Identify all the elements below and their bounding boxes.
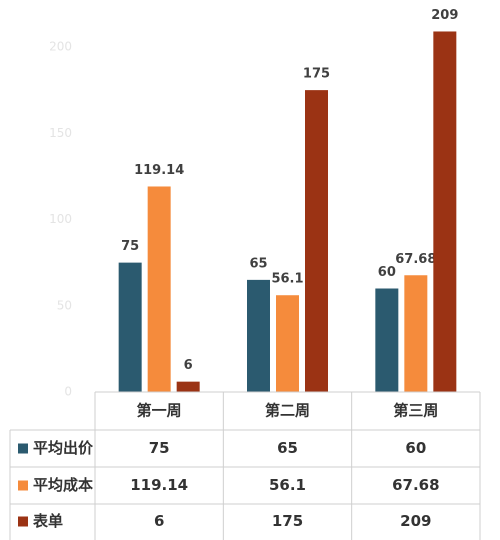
x-tick-label: 第二周 xyxy=(265,402,310,420)
x-tick-label: 第三周 xyxy=(393,402,438,420)
value-label: 209 xyxy=(431,8,458,23)
value-label: 119.14 xyxy=(134,163,184,178)
bar xyxy=(305,90,328,392)
bar xyxy=(247,279,270,392)
table-cell: 56.1 xyxy=(269,476,306,494)
value-label: 60 xyxy=(378,265,396,280)
table-cell: 209 xyxy=(400,512,431,530)
legend-label: 平均成本 xyxy=(33,476,93,494)
legend-swatch xyxy=(18,516,28,527)
value-label: 6 xyxy=(184,358,193,373)
y-tick-label: 50 xyxy=(57,298,72,312)
bar xyxy=(433,31,457,392)
value-label: 56.1 xyxy=(271,272,303,287)
legend-label: 平均出价 xyxy=(33,439,94,457)
legend-label: 表单 xyxy=(33,512,63,530)
bar xyxy=(375,288,399,392)
y-tick-label: 150 xyxy=(49,126,72,140)
bar xyxy=(147,186,171,392)
table-cell: 67.68 xyxy=(392,476,439,494)
legend-swatch xyxy=(18,480,28,491)
table-cell: 175 xyxy=(272,512,303,530)
table-cell: 6 xyxy=(154,512,164,530)
value-label: 67.68 xyxy=(395,252,436,267)
bar xyxy=(276,295,299,392)
value-label: 75 xyxy=(121,239,139,254)
y-tick-label: 100 xyxy=(49,212,72,226)
bar xyxy=(176,381,200,392)
table-cell: 60 xyxy=(405,439,426,457)
y-tick-label: 0 xyxy=(64,385,72,399)
table-cell: 119.14 xyxy=(130,476,188,494)
table-cell: 65 xyxy=(277,439,298,457)
x-tick-label: 第一周 xyxy=(137,402,182,420)
legend-swatch xyxy=(18,443,28,454)
value-label: 65 xyxy=(249,256,267,271)
table-cell: 75 xyxy=(149,439,170,457)
y-tick-label: 200 xyxy=(49,40,72,54)
value-label: 175 xyxy=(303,67,330,82)
bar xyxy=(118,262,142,392)
bar xyxy=(404,275,428,392)
